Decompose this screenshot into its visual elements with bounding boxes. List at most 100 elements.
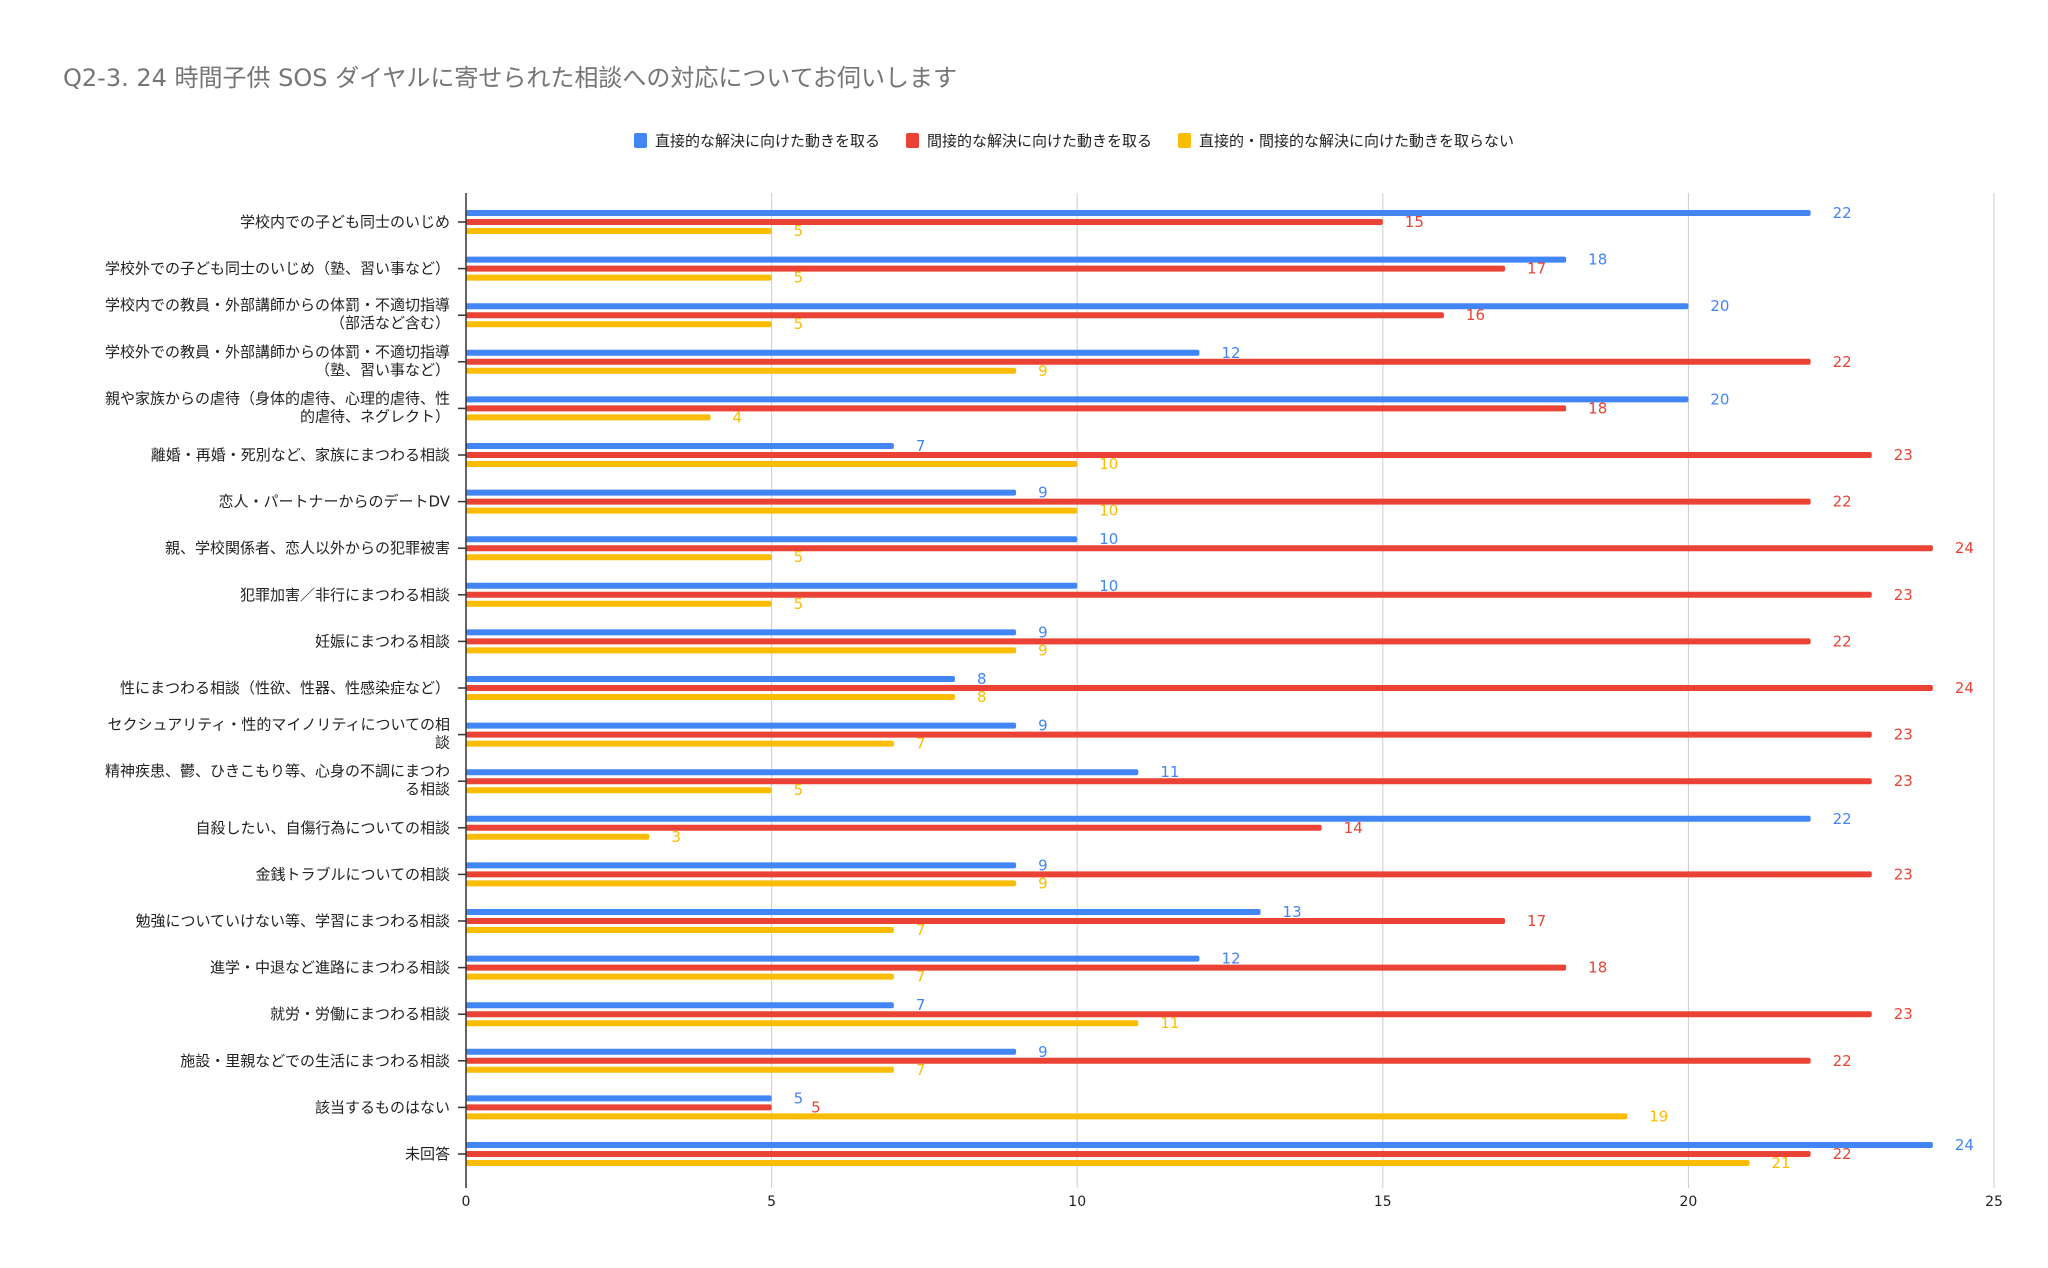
data-label: 7 <box>916 921 926 939</box>
data-label: 14 <box>1344 819 1363 837</box>
bar-indirect <box>466 219 1383 225</box>
bar-direct <box>466 536 1078 543</box>
data-label: 10 <box>1099 530 1118 548</box>
data-label: 5 <box>794 595 804 613</box>
bar-direct <box>466 396 1689 403</box>
data-label: 5 <box>794 222 804 240</box>
data-label: 3 <box>671 828 681 846</box>
legend-label: 直接的・間接的な解決に向けた動きを取らない <box>1199 132 1515 150</box>
category-label: 学校内での子ども同士のいじめ <box>240 213 450 231</box>
data-label: 23 <box>1894 772 1913 790</box>
data-label: 19 <box>1649 1107 1668 1125</box>
bar-direct <box>466 443 894 449</box>
legend-item-indirect[interactable]: 間接的な解決に向けた動きを取る <box>905 130 1152 151</box>
bar-direct <box>466 815 1811 822</box>
category-label: 自殺したい、自傷行為についての相談 <box>195 819 450 837</box>
bar-indirect <box>466 685 1933 691</box>
data-label: 22 <box>1833 1145 1852 1163</box>
bar-direct <box>466 582 1078 589</box>
legend-swatch <box>905 133 919 148</box>
chart-title: Q2-3. 24 時間子供 SOS ダイヤルに寄せられた相談への対応についてお伺… <box>63 64 957 92</box>
bar-indirect <box>466 824 1322 831</box>
x-tick-label: 0 <box>462 1194 471 1210</box>
data-label: 18 <box>1588 959 1607 977</box>
data-label: 23 <box>1894 586 1913 604</box>
bar-indirect <box>466 265 1506 272</box>
bar-none <box>466 740 894 747</box>
bar-none <box>466 554 772 561</box>
bar-none <box>466 787 772 794</box>
bar-direct <box>466 256 1567 263</box>
bar-none <box>466 507 1078 514</box>
bar-direct <box>466 210 1811 216</box>
category-label: 学校外での子ども同士のいじめ（塾、習い事など） <box>105 260 450 278</box>
bar-indirect <box>466 405 1567 412</box>
x-tick-label: 10 <box>1068 1194 1086 1210</box>
category-label: 精神疾患、鬱、ひきこもり等、心身の不調にまつわる相談 <box>105 762 450 798</box>
data-label: 7 <box>916 735 926 753</box>
bar-direct <box>466 1142 1933 1148</box>
bar-none <box>466 1113 1628 1120</box>
category-label: 親や家族からの虐待（身体的虐待、心理的虐待、性的虐待、ネグレクト） <box>105 389 450 425</box>
data-label: 5 <box>794 269 804 287</box>
data-label: 10 <box>1099 502 1118 520</box>
x-tick-label: 15 <box>1374 1194 1392 1210</box>
data-label: 12 <box>1221 344 1240 362</box>
data-label: 8 <box>977 688 987 706</box>
data-label: 20 <box>1710 390 1729 408</box>
bar-indirect <box>466 498 1811 505</box>
data-label: 7 <box>916 968 926 986</box>
data-label: 11 <box>1160 763 1179 781</box>
legend-label: 間接的な解決に向けた動きを取る <box>926 132 1152 150</box>
data-label: 22 <box>1833 1052 1852 1070</box>
bar-indirect <box>466 871 1872 878</box>
data-label: 17 <box>1527 260 1546 278</box>
data-label: 11 <box>1160 1014 1179 1032</box>
bar-direct <box>466 769 1139 776</box>
bar-indirect <box>466 358 1811 365</box>
bar-indirect <box>466 1011 1872 1018</box>
data-label: 24 <box>1955 539 1974 557</box>
data-label: 7 <box>916 437 926 455</box>
data-label: 23 <box>1894 446 1913 464</box>
bar-indirect <box>466 1104 772 1111</box>
data-label: 5 <box>794 1089 804 1107</box>
data-label: 16 <box>1466 306 1485 324</box>
category-label: 学校内での教員・外部講師からの体罰・不適切指導（部活など含む） <box>105 296 450 332</box>
bar-direct <box>466 909 1261 915</box>
category-label: 犯罪加害／非行にまつわる相談 <box>240 586 450 604</box>
data-label: 17 <box>1527 912 1546 930</box>
data-label: 15 <box>1405 213 1424 231</box>
bar-none <box>466 833 650 840</box>
legend-item-none[interactable]: 直接的・間接的な解決に向けた動きを取らない <box>1178 130 1514 151</box>
data-label: 9 <box>1038 874 1048 892</box>
legend-swatch <box>633 133 647 148</box>
legend-item-direct[interactable]: 直接的な解決に向けた動きを取る <box>633 130 880 151</box>
data-label: 4 <box>732 408 742 426</box>
bar-indirect <box>466 452 1872 458</box>
data-label: 21 <box>1772 1154 1791 1172</box>
data-label: 5 <box>794 548 804 566</box>
x-tick-label: 5 <box>767 1194 776 1210</box>
category-label: 就労・労働にまつわる相談 <box>270 1005 450 1023</box>
category-label: 親、学校関係者、恋人以外からの犯罪被害 <box>165 539 450 557</box>
bar-direct <box>466 629 1017 636</box>
data-label: 10 <box>1099 577 1118 595</box>
bar-none <box>466 600 772 607</box>
category-label: 該当するものはない <box>315 1098 450 1116</box>
data-label: 9 <box>1038 856 1048 874</box>
category-label: 学校外での教員・外部講師からの体罰・不適切指導（塾、習い事など） <box>105 343 450 379</box>
bar-indirect <box>466 312 1444 319</box>
data-label: 9 <box>1038 623 1048 641</box>
category-label: 恋人・パートナーからのデートDV <box>218 493 450 511</box>
data-label: 9 <box>1038 1043 1048 1061</box>
bar-indirect <box>466 778 1872 785</box>
data-label: 23 <box>1894 726 1913 744</box>
category-label: 勉強についていけない等、学習にまつわる相談 <box>135 912 450 930</box>
legend-swatch <box>1178 133 1191 148</box>
bar-indirect <box>466 1151 1811 1157</box>
bar-direct <box>466 1002 894 1009</box>
data-label: 5 <box>794 781 804 799</box>
data-label: 12 <box>1221 950 1240 968</box>
